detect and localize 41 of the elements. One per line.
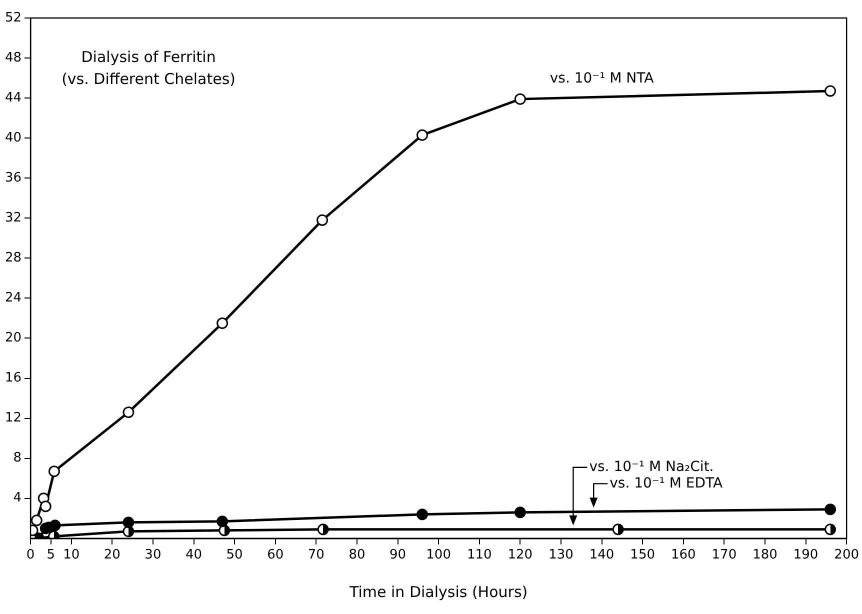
x-tick-label: 120: [508, 548, 533, 563]
x-tick-label: 0: [26, 548, 35, 563]
y-tick-label: 44: [4, 90, 22, 106]
text: (vs. Different Chelates): [62, 70, 236, 88]
y-tick-label: 12: [4, 410, 22, 426]
text: vs. 10⁻¹ M Na₂Cit.: [589, 459, 714, 476]
y-tick-label: 24: [4, 290, 22, 306]
text: Dialysis of Ferritin: [81, 48, 216, 66]
x-tick-label: 140: [589, 548, 614, 563]
x-tick-label: 20: [104, 548, 120, 563]
x-tick-label: 60: [267, 548, 284, 563]
x-tick-label: 30: [144, 548, 162, 563]
x-tick-label: 90: [389, 548, 406, 563]
x-tick-label: 160: [670, 548, 696, 563]
series-label: vs. 10⁻¹ M NTA: [550, 70, 654, 87]
x-axis-title: Time in Dialysis (Hours): [348, 582, 528, 601]
x-tick-label: 5: [46, 548, 56, 563]
y-tick-label: 48: [4, 50, 22, 66]
x-tick-label: 40: [185, 548, 202, 563]
x-tick-label: 150: [630, 548, 655, 563]
x-tick-label: 70: [308, 548, 324, 563]
y-tick-label: 8: [13, 450, 22, 466]
y-tick-label: 20: [4, 330, 22, 346]
x-tick-label: 80: [348, 548, 366, 563]
x-tick-label: 110: [466, 548, 492, 563]
x-tick-label: 190: [793, 548, 818, 563]
x-tick-label: 100: [426, 548, 451, 563]
x-tick-label: 10: [63, 548, 80, 563]
series-label: vs. 10⁻¹ M EDTA: [610, 475, 723, 492]
y-tick-label: 40: [4, 130, 22, 146]
y-tick-label: 16: [4, 370, 22, 386]
y-tick-label: 4: [13, 490, 22, 506]
x-tick-label: 200: [834, 548, 860, 563]
x-tick-label: 50: [226, 548, 243, 563]
y-tick-label: 36: [4, 170, 22, 186]
x-tick-label: 130: [548, 548, 574, 563]
y-tick-label: 52: [4, 10, 22, 26]
x-tick-label: 170: [712, 548, 737, 563]
y-tick-label: 28: [4, 250, 22, 266]
y-tick-label: 32: [4, 210, 22, 226]
x-tick-label: 180: [752, 548, 778, 563]
